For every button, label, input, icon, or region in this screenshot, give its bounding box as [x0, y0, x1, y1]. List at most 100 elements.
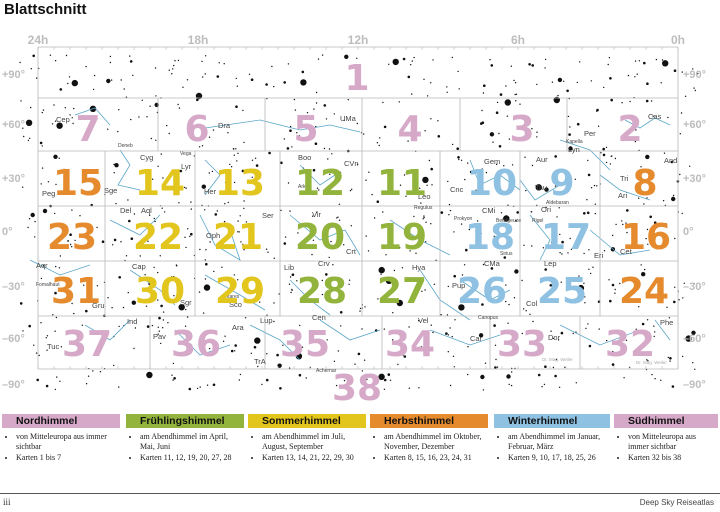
star-dot — [496, 366, 499, 368]
map-tile-23[interactable]: 23 — [47, 217, 97, 258]
constellation-label: Hya — [412, 263, 426, 272]
map-tile-27[interactable]: 27 — [377, 271, 427, 312]
star-dot — [149, 233, 151, 236]
map-tile-14[interactable]: 14 — [135, 163, 185, 204]
star-name-label: Fomalhaut — [36, 282, 60, 288]
star-dot — [289, 276, 292, 278]
map-tile-24[interactable]: 24 — [619, 271, 669, 312]
map-tile-9[interactable]: 9 — [549, 163, 574, 204]
map-tile-31[interactable]: 31 — [51, 271, 101, 312]
star-dot — [596, 185, 598, 187]
constellation-label: Dra — [218, 121, 231, 130]
star-dot — [30, 68, 32, 70]
map-tile-28[interactable]: 28 — [297, 271, 347, 312]
constellation-label: Lyr — [181, 162, 192, 171]
star-dot — [498, 132, 500, 135]
star-dot — [109, 61, 112, 64]
star-dot — [378, 373, 385, 380]
ra-label: 18h — [188, 33, 209, 47]
star-dot — [597, 125, 600, 128]
star-dot — [64, 107, 67, 109]
map-tile-34[interactable]: 34 — [385, 324, 435, 365]
map-tile-11[interactable]: 11 — [377, 163, 427, 204]
legend-nord: Nordhimmel von Mitteleuropa aus immer sic… — [2, 414, 120, 496]
map-tile-15[interactable]: 15 — [53, 163, 103, 204]
star-dot — [528, 63, 531, 66]
star-dot — [52, 314, 54, 316]
star-dot — [536, 131, 538, 133]
star-dot — [673, 69, 677, 72]
map-tile-38[interactable]: 38 — [332, 368, 382, 409]
map-tile-26[interactable]: 26 — [457, 271, 507, 312]
star-dot — [537, 334, 540, 336]
map-tile-33[interactable]: 33 — [497, 324, 547, 365]
star-dot — [614, 292, 616, 294]
star-dot — [283, 242, 287, 245]
star-dot — [393, 284, 395, 286]
constellation-line — [289, 279, 331, 316]
sky-chart: 24h 18h 12h 6h 0h +90° +90° +60° +60° +30° +30° 0° 0… — [2, 33, 706, 409]
star-dot — [392, 339, 394, 341]
map-tile-13[interactable]: 13 — [215, 163, 265, 204]
map-tile-19[interactable]: 19 — [377, 217, 427, 258]
map-tile-5[interactable]: 5 — [293, 109, 318, 150]
star-dot — [586, 199, 588, 201]
star-dot — [446, 314, 449, 316]
star-dot — [448, 203, 451, 206]
constellation-line — [129, 269, 176, 306]
legend-heading: Herbsthimmel — [370, 414, 488, 428]
star-dot — [463, 264, 466, 266]
constellation-label: Col — [526, 299, 538, 308]
map-tile-10[interactable]: 10 — [467, 163, 517, 204]
star-dot — [150, 137, 152, 140]
map-tile-37[interactable]: 37 — [62, 324, 112, 365]
map-tile-1[interactable]: 1 — [344, 58, 369, 99]
map-tile-25[interactable]: 25 — [537, 271, 587, 312]
star-dot — [561, 253, 563, 255]
star-dot — [168, 132, 170, 135]
map-tile-12[interactable]: 12 — [295, 163, 345, 204]
star-dot — [187, 228, 189, 230]
star-dot — [356, 122, 358, 125]
star-dot — [437, 135, 441, 138]
star-dot — [694, 89, 696, 92]
map-tile-7[interactable]: 7 — [75, 109, 100, 150]
star-dot — [376, 200, 380, 203]
star-dot — [568, 133, 571, 136]
constellation-label: Sgr — [180, 298, 192, 307]
map-tile-21[interactable]: 21 — [213, 217, 263, 258]
star-dot — [432, 331, 434, 334]
map-tile-32[interactable]: 32 — [605, 324, 655, 365]
map-tile-4[interactable]: 4 — [397, 109, 422, 150]
star-dot — [523, 244, 525, 246]
star-dot — [662, 200, 665, 202]
star-dot — [489, 132, 495, 137]
star-dot — [117, 130, 119, 133]
map-tile-6[interactable]: 6 — [184, 109, 209, 150]
map-tile-17[interactable]: 17 — [541, 217, 591, 258]
star-dot — [162, 327, 164, 329]
constellation-line — [429, 329, 501, 346]
map-tile-30[interactable]: 30 — [135, 271, 185, 312]
map-tile-22[interactable]: 22 — [133, 217, 183, 258]
star-dot — [671, 196, 676, 202]
map-tile-18[interactable]: 18 — [465, 217, 515, 258]
constellation-label: Lep — [544, 259, 557, 268]
star-dot — [53, 300, 56, 302]
map-tile-3[interactable]: 3 — [509, 109, 534, 150]
star-dot — [531, 128, 533, 130]
map-tile-36[interactable]: 36 — [171, 324, 221, 365]
map-tile-20[interactable]: 20 — [295, 217, 345, 258]
star-dot — [481, 109, 483, 112]
star-dot — [503, 165, 505, 167]
star-dot — [160, 342, 162, 345]
map-tile-35[interactable]: 35 — [280, 324, 330, 365]
star-dot — [184, 325, 187, 327]
map-tile-2[interactable]: 2 — [617, 109, 642, 150]
map-tile-29[interactable]: 29 — [215, 271, 265, 312]
star-dot — [298, 135, 301, 137]
star-dot — [256, 292, 259, 295]
map-tile-16[interactable]: 16 — [621, 217, 671, 258]
map-tile-8[interactable]: 8 — [632, 163, 657, 204]
star-dot — [645, 154, 650, 160]
